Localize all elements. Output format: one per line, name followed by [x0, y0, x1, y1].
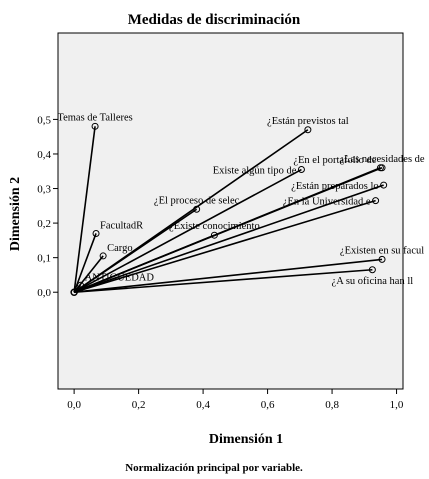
vector-line	[73, 234, 215, 293]
point-label: ¿Las necesidades de	[339, 154, 424, 165]
data-point	[99, 252, 107, 260]
data-point	[378, 255, 386, 263]
point-label: Cargo	[107, 243, 132, 254]
y-tick-label: 0,5	[37, 114, 51, 126]
data-point	[376, 164, 384, 172]
y-tick-label: 0,2	[37, 218, 51, 230]
point-label: ¿El proceso de selec	[154, 195, 240, 206]
x-tick-label: 0,0	[67, 399, 81, 411]
vector-line	[73, 199, 376, 293]
data-point	[91, 122, 99, 130]
x-axis: 0,0 0,2 0,4 0,6 0,8 1,0	[67, 389, 404, 411]
vector-line	[74, 268, 373, 294]
data-point	[193, 205, 201, 213]
x-axis-label: Dimensión 1	[209, 432, 283, 447]
y-tick-label: 0,4	[37, 149, 51, 161]
vector-line	[73, 126, 96, 293]
point-label: ¿Están previstos tal	[267, 116, 349, 127]
origin-point	[70, 288, 78, 296]
x-tick-label: 0,4	[196, 399, 210, 411]
data-point	[372, 197, 380, 205]
chart-title: Medidas de discriminación	[128, 12, 301, 28]
point-label: ¿Están preparados lo	[291, 181, 378, 192]
vector-line	[73, 184, 384, 293]
point-label: ¿A su oficina han ll	[332, 276, 414, 287]
y-tick-label: 0,1	[37, 253, 51, 265]
y-axis: 0,0 0,1 0,2 0,3 0,4 0,5	[37, 114, 58, 299]
data-point	[304, 126, 312, 134]
data-point	[368, 266, 376, 274]
vector-line	[73, 233, 97, 293]
point-label: Existe algún tipo de	[213, 166, 297, 177]
point-label: ¿Existen en su facul	[340, 245, 424, 256]
point-label: ¿En la Universidad e	[283, 197, 371, 208]
y-axis-label: Dimensión 2	[8, 177, 23, 251]
data-points	[70, 122, 388, 296]
vector-line	[73, 208, 198, 293]
x-tick-label: 1,0	[390, 399, 404, 411]
y-tick-label: 0,0	[37, 287, 51, 299]
data-point	[380, 181, 388, 189]
data-point	[92, 229, 100, 237]
point-label: ¿En el portafolio de	[293, 155, 376, 166]
point-label: ¿Existe conocimiento	[169, 221, 260, 232]
point-label: ANTIGUEDAD	[85, 272, 155, 283]
point-label: Temas de Talleres	[57, 112, 132, 123]
point-label: FacultadR	[100, 220, 143, 231]
point-labels: Temas de Talleres FacultadR Cargo ANTIGUEDA…	[57, 112, 425, 286]
vector-line	[73, 168, 302, 293]
chart-footnote: Normalización principal por variable.	[125, 462, 303, 474]
data-point	[297, 166, 305, 174]
plot-area	[57, 32, 404, 390]
data-point	[210, 231, 218, 239]
x-tick-label: 0,8	[325, 399, 339, 411]
x-tick-label: 0,2	[132, 399, 146, 411]
vector-lines	[73, 126, 384, 294]
y-tick-label: 0,3	[37, 184, 51, 196]
vector-line	[74, 258, 383, 294]
data-point	[77, 281, 85, 289]
x-tick-label: 0,6	[261, 399, 275, 411]
